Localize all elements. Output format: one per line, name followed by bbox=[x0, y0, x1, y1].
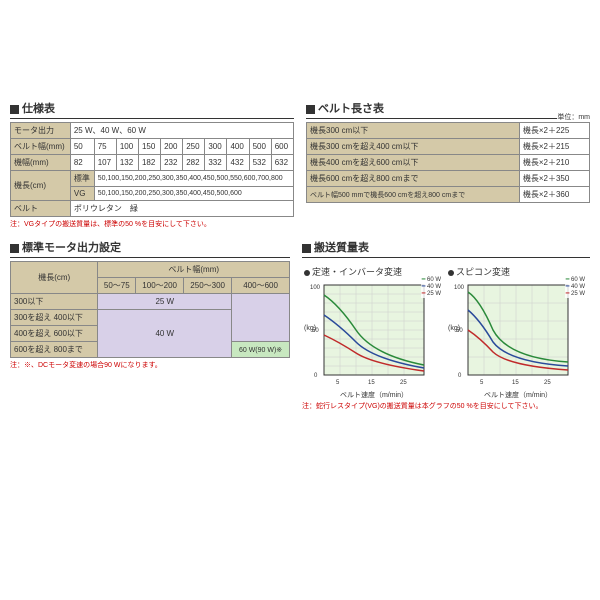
mass-note: 注：蛇行レスタイプ(VG)の搬送質量は本グラフの50 %を目安にして下さい。 bbox=[302, 401, 590, 411]
svg-text:(kg): (kg) bbox=[448, 325, 460, 332]
len-title: ベルト長さ表 bbox=[318, 103, 384, 115]
l1: ベルト幅(mm) bbox=[11, 139, 71, 155]
svg-text:100: 100 bbox=[454, 285, 465, 291]
v0: 25 W、40 W、60 W bbox=[70, 123, 293, 139]
l2: 機幅(mm) bbox=[11, 155, 71, 171]
svg-text:25: 25 bbox=[400, 380, 407, 386]
svg-text:(kg): (kg) bbox=[304, 325, 316, 332]
motor-table: 機長(cm)ベルト幅(mm) 50～75100～200250～300400～60… bbox=[10, 261, 290, 358]
unit: 単位：mm bbox=[557, 112, 590, 122]
svg-text:5: 5 bbox=[336, 380, 340, 386]
spec-note: 注：VGタイプの搬送質量は、標準の50 %を目安にして下さい。 bbox=[10, 219, 294, 229]
l0: モータ出力 bbox=[11, 123, 71, 139]
svg-text:0: 0 bbox=[458, 373, 462, 379]
chart-2: スピコン変速 05010051525 (kg) ━ 60 W ━ 40 W ━ … bbox=[448, 265, 588, 395]
l4: ベルト bbox=[11, 201, 71, 217]
svg-text:15: 15 bbox=[368, 380, 375, 386]
spec-title: 仕様表 bbox=[22, 103, 55, 115]
svg-text:25: 25 bbox=[544, 380, 551, 386]
svg-text:15: 15 bbox=[512, 380, 519, 386]
motor-title: 標準モータ出力設定 bbox=[22, 242, 121, 254]
svg-text:5: 5 bbox=[480, 380, 484, 386]
spec-table: モータ出力25 W、40 W、60 W ベルト幅(mm) 50751001502… bbox=[10, 122, 294, 217]
l3: 機長(cm) bbox=[11, 171, 71, 201]
len-table: 機長300 cm以下機長×2＋225 機長300 cmを超え400 cm以下機長… bbox=[306, 122, 590, 203]
svg-text:100: 100 bbox=[310, 285, 321, 291]
chart-1: 定速・インバータ変速 05010051525 (kg) ━ 60 W ━ 40 … bbox=[304, 265, 444, 395]
mass-title: 搬送質量表 bbox=[314, 242, 369, 254]
motor-note: 注：※、DCモータ変速の場合90 Wになります。 bbox=[10, 360, 290, 370]
svg-text:0: 0 bbox=[314, 373, 318, 379]
